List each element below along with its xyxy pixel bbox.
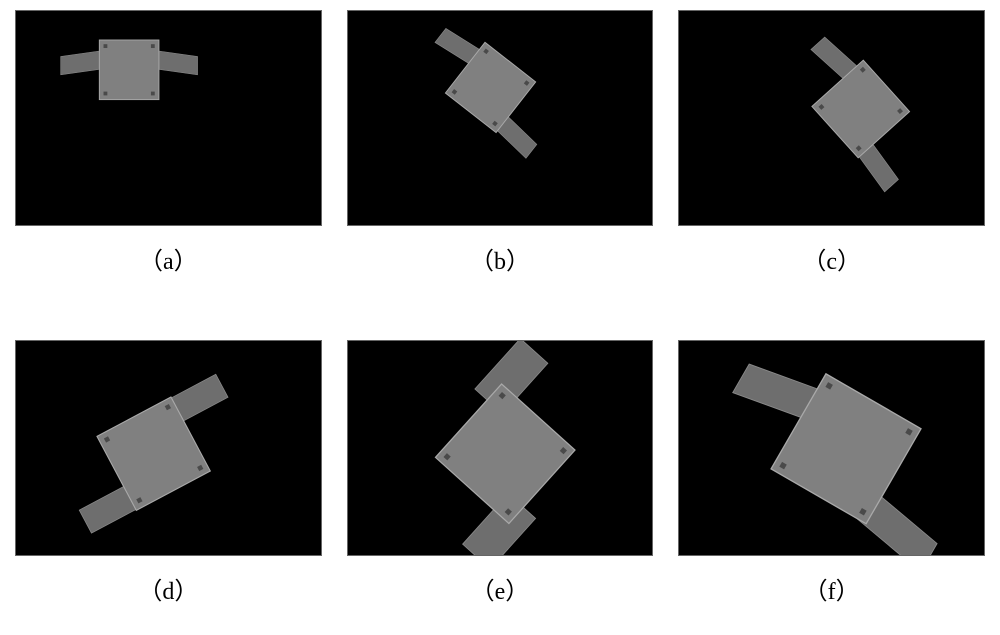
sat-svg-a xyxy=(16,11,321,225)
cell-f: （f） xyxy=(678,340,985,625)
label-c: （c） xyxy=(802,241,861,276)
sat-svg-d xyxy=(16,341,321,555)
panel-f xyxy=(678,340,985,556)
figure-grid: （a） （b） （c） （d） （e） （f） xyxy=(15,10,985,625)
panel-b xyxy=(347,10,654,226)
panel-e xyxy=(347,340,654,556)
panel-a xyxy=(15,10,322,226)
panel-c xyxy=(678,10,985,226)
cell-b: （b） xyxy=(347,10,654,295)
cell-c: （c） xyxy=(678,10,985,295)
panel-d xyxy=(15,340,322,556)
label-e: （e） xyxy=(471,571,530,606)
sat-svg-b xyxy=(348,11,653,225)
label-b: （b） xyxy=(470,241,530,276)
sat-svg-f xyxy=(679,341,984,555)
cell-a: （a） xyxy=(15,10,322,295)
sat-svg-c xyxy=(679,11,984,225)
label-d: （d） xyxy=(138,571,198,606)
cell-e: （e） xyxy=(347,340,654,625)
sat-svg-e xyxy=(348,341,653,555)
label-f: （f） xyxy=(804,571,860,606)
label-a: （a） xyxy=(139,241,198,276)
cell-d: （d） xyxy=(15,340,322,625)
